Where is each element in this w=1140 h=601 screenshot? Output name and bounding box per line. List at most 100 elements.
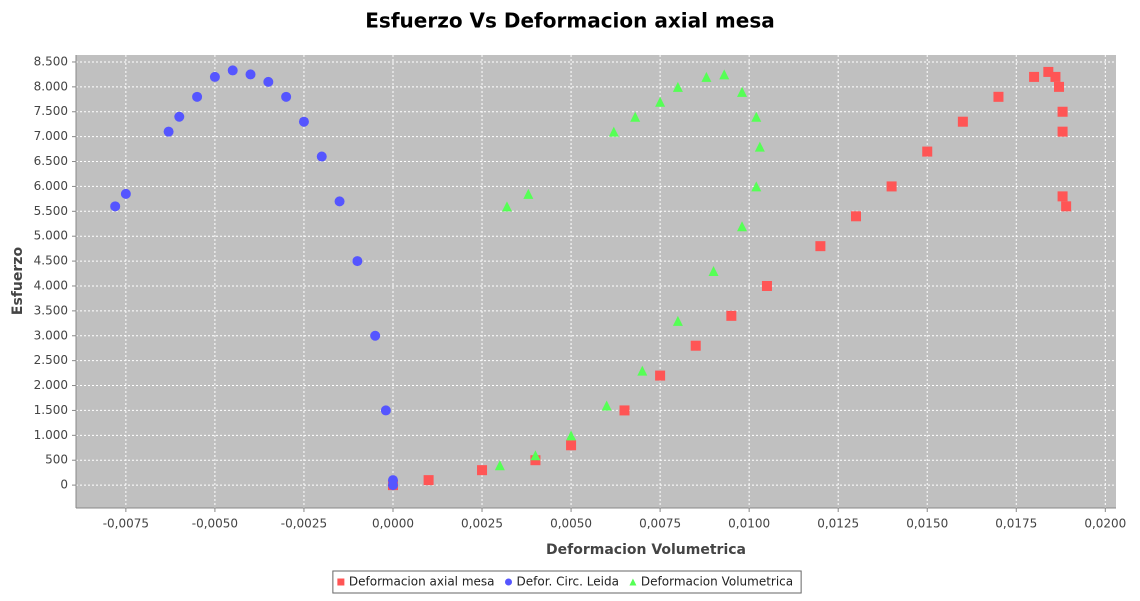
point xyxy=(174,111,185,122)
point xyxy=(370,330,381,341)
point xyxy=(523,188,534,199)
point xyxy=(737,86,748,97)
point xyxy=(192,91,203,102)
point xyxy=(316,151,327,162)
point xyxy=(1050,71,1061,82)
point xyxy=(851,211,861,222)
point xyxy=(566,430,577,441)
point xyxy=(886,181,897,192)
point xyxy=(754,141,765,152)
y-tick-label: 7.000 xyxy=(34,129,68,143)
legend-box xyxy=(332,570,802,594)
point xyxy=(637,365,648,376)
point xyxy=(352,256,363,267)
legend-label: Deformacion axial mesa xyxy=(349,575,495,589)
point xyxy=(601,400,612,411)
legend: Deformacion axial mesa Defor. Circ. Leida… xyxy=(332,570,802,594)
point xyxy=(608,126,619,137)
point xyxy=(1057,191,1068,202)
x-tick-label: 0,0000 xyxy=(372,517,414,531)
x-tick-label: 0,0050 xyxy=(550,517,592,531)
point xyxy=(263,76,274,87)
x-tick-label: 0,0025 xyxy=(461,517,503,531)
plot-area xyxy=(76,55,1116,508)
x-tick-label: 0,0075 xyxy=(639,517,681,531)
x-tick-label: -0,0075 xyxy=(103,517,149,531)
x-tick-label: 0,0200 xyxy=(1084,517,1126,531)
point xyxy=(630,111,641,122)
x-axis-label: Deformacion Volumetrica xyxy=(546,542,746,558)
point xyxy=(815,241,826,252)
point xyxy=(672,315,683,326)
point xyxy=(423,475,434,486)
point xyxy=(110,201,121,212)
chart-title: Esfuerzo Vs Deformacion axial mesa xyxy=(365,9,774,33)
y-tick-label: 3.000 xyxy=(34,328,68,342)
point xyxy=(530,450,541,461)
point xyxy=(1043,66,1054,77)
legend-label: Deformacion Volumetrica xyxy=(641,575,793,589)
x-tick-label: -0,0050 xyxy=(192,517,238,531)
point xyxy=(708,266,719,277)
y-tick-label: 0 xyxy=(60,478,68,492)
point xyxy=(494,460,505,471)
x-tick-label: 0,0175 xyxy=(995,517,1037,531)
point xyxy=(245,69,256,80)
point xyxy=(922,146,933,157)
y-tick-label: 4.000 xyxy=(34,278,68,292)
y-tick-label: 2.500 xyxy=(34,353,68,367)
y-tick-label: 5.000 xyxy=(34,229,68,243)
y-tick-label: 2.000 xyxy=(34,378,68,392)
point xyxy=(1029,71,1040,82)
y-tick-label: 500 xyxy=(45,453,68,467)
point xyxy=(672,81,683,92)
y-tick-label: 1.500 xyxy=(34,403,68,417)
point xyxy=(655,96,666,107)
point xyxy=(1057,106,1068,117)
point xyxy=(655,370,666,381)
point xyxy=(380,405,391,416)
y-tick-label: 1.000 xyxy=(34,428,68,442)
point xyxy=(477,465,488,476)
point xyxy=(281,91,292,102)
point xyxy=(501,201,512,212)
y-axis-label: Esfuerzo xyxy=(10,247,26,316)
point xyxy=(619,405,630,416)
point xyxy=(163,126,174,137)
y-tick-label: 4.500 xyxy=(34,254,68,268)
y-tick-label: 8.500 xyxy=(34,54,68,68)
legend-label: Defor. Circ. Leida xyxy=(517,575,619,589)
point xyxy=(227,65,238,76)
point xyxy=(1054,81,1065,92)
point xyxy=(1061,201,1072,212)
point xyxy=(751,181,762,192)
legend-marker xyxy=(629,578,637,586)
point xyxy=(701,71,712,82)
y-tick-label: 6.000 xyxy=(34,179,68,193)
point xyxy=(761,280,772,291)
y-tick-label: 8.000 xyxy=(34,79,68,93)
point xyxy=(387,475,398,486)
x-tick-label: 0,0100 xyxy=(728,517,770,531)
point xyxy=(719,69,730,80)
y-tick-label: 3.500 xyxy=(34,303,68,317)
legend-marker xyxy=(505,578,512,586)
point xyxy=(1057,126,1068,137)
legend-marker xyxy=(337,578,345,586)
point xyxy=(751,111,762,122)
y-tick-label: 6.500 xyxy=(34,154,68,168)
point xyxy=(120,188,131,199)
y-tick-label: 5.500 xyxy=(34,204,68,218)
x-tick-label: -0,0025 xyxy=(281,517,327,531)
point xyxy=(737,221,748,232)
point xyxy=(993,91,1004,102)
point xyxy=(298,116,309,127)
point xyxy=(957,116,968,127)
x-tick-label: 0,0125 xyxy=(817,517,859,531)
point xyxy=(209,71,220,82)
x-tick-label: 0,0150 xyxy=(906,517,948,531)
point xyxy=(334,196,345,207)
y-tick-label: 7.500 xyxy=(34,104,68,118)
point xyxy=(566,440,577,451)
